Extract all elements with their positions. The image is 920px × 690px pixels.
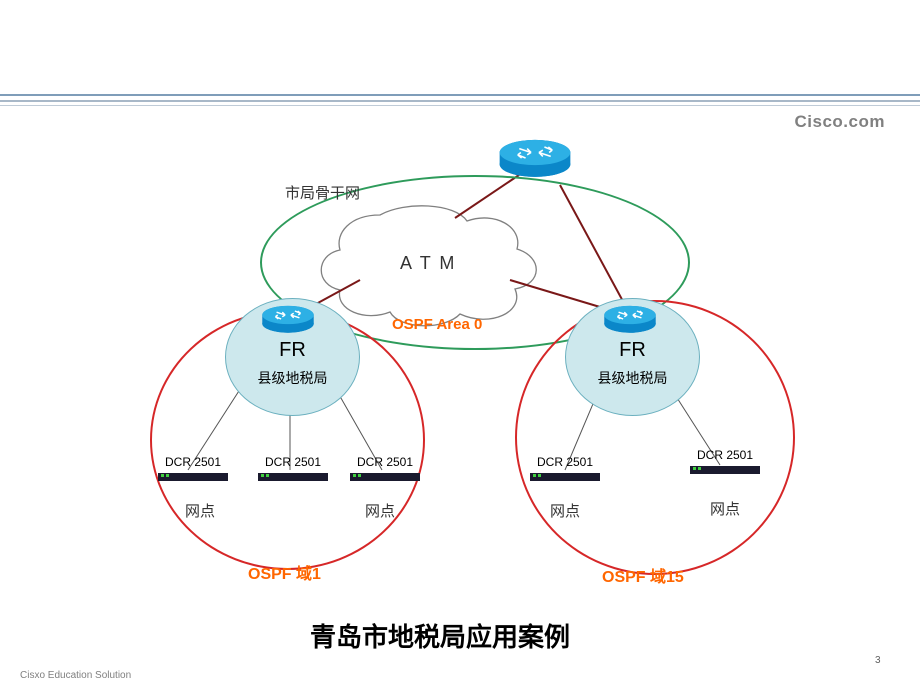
device-l2-label: DCR 2501 [258,455,328,469]
fr-left-sublabel: 县级地税局 [226,368,359,388]
branch-r2: 网点 [710,498,740,519]
device-l3-icon [350,473,420,481]
ospf-area0-label: OSPF Area 0 [392,316,482,333]
page-title: 青岛市地税局应用案例 [310,617,570,654]
fr-right-router-icon [600,295,660,340]
device-l2: DCR 2501 [258,455,328,481]
atm-label: A T M [400,253,456,274]
device-l3-label: DCR 2501 [350,455,420,469]
device-l1-icon [158,473,228,481]
ospf-domain1-label: OSPF 域1 [248,560,321,584]
device-r2-label: DCR 2501 [690,448,760,462]
footer-left: Cisxo Education Solution [20,670,131,681]
device-l1-label: DCR 2501 [158,455,228,469]
device-r2: DCR 2501 [690,448,760,474]
page-number: 3 [875,655,881,666]
backbone-label: 市局骨干网 [285,182,360,203]
device-r1: DCR 2501 [530,455,600,481]
fr-right-label: FR [566,339,699,362]
backbone-router-icon [495,125,575,185]
device-l1: DCR 2501 [158,455,228,481]
branch-r1: 网点 [550,500,580,521]
fr-right-sublabel: 县级地税局 [566,368,699,388]
ospf-domain15-label: OSPF 域15 [602,563,684,587]
branch-l3: 网点 [365,500,395,521]
fr-left-label: FR [226,339,359,362]
device-r2-icon [690,466,760,474]
device-l3: DCR 2501 [350,455,420,481]
branch-l1: 网点 [185,500,215,521]
device-l2-icon [258,473,328,481]
fr-left-router-icon [258,295,318,340]
device-r1-label: DCR 2501 [530,455,600,469]
device-r1-icon [530,473,600,481]
